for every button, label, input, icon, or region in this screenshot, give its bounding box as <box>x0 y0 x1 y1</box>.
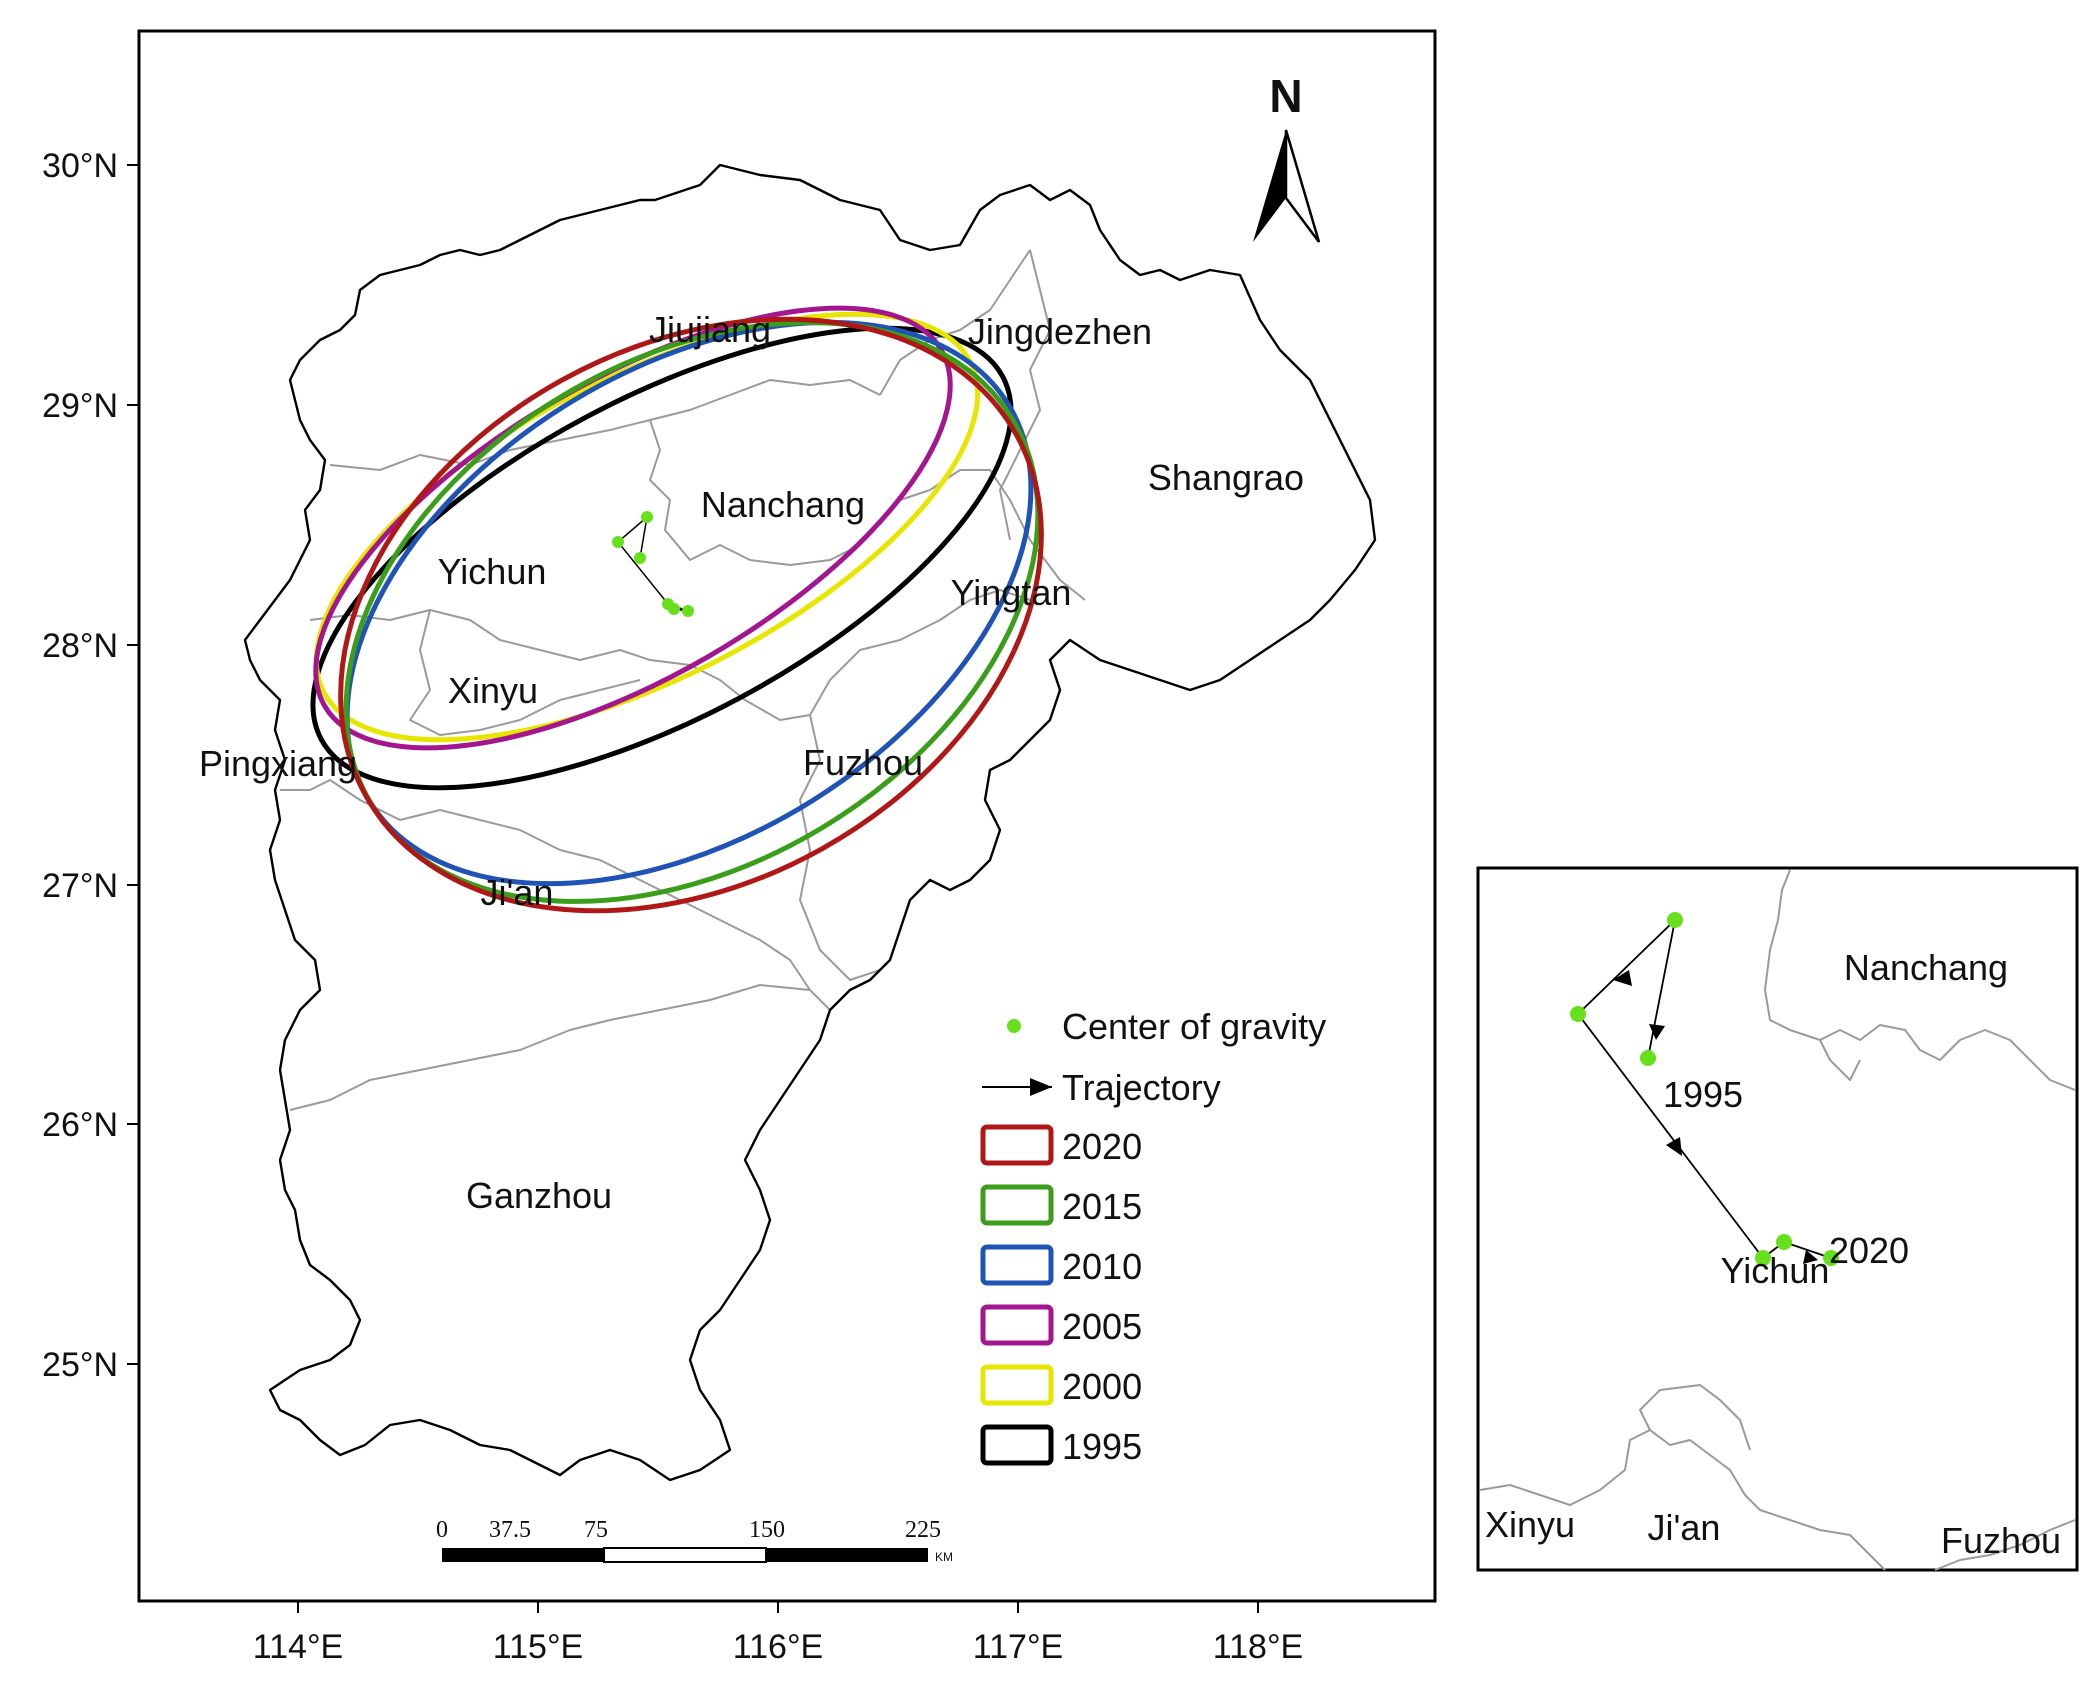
legend-center-marker <box>1007 1019 1021 1033</box>
legend: Center of gravity Trajectory 2020 2015 2… <box>980 1006 1326 1467</box>
north-arrow-right <box>1284 129 1321 243</box>
legend-trajectory-label: Trajectory <box>1062 1067 1221 1108</box>
lat-label-27: 27°N <box>42 867 118 905</box>
longitude-axis: 114°E 115°E 116°E 117°E 118°E <box>253 1601 1303 1666</box>
legend-swatch-2010 <box>980 1244 1054 1286</box>
center-point <box>634 552 646 564</box>
inset-arrow-3 <box>1666 1137 1682 1156</box>
legend-swatch-2015 <box>980 1184 1054 1226</box>
inset-place-label-jian: Ji'an <box>1648 1507 1721 1548</box>
inset-center-point <box>1570 1006 1586 1022</box>
lon-label-115: 115°E <box>493 1628 583 1666</box>
legend-center-label: Center of gravity <box>1062 1006 1326 1047</box>
legend-label-2015: 2015 <box>1062 1186 1142 1227</box>
lat-label-29: 29°N <box>42 387 118 425</box>
latitude-axis: 30°N 29°N 28°N 27°N 26°N 25°N <box>42 147 139 1384</box>
north-arrow-left <box>1253 130 1286 242</box>
inset-center-point <box>1755 1250 1771 1266</box>
legend-swatch-2005 <box>980 1304 1054 1346</box>
inset-trajectory <box>1570 912 1839 1266</box>
lon-label-117: 117°E <box>973 1628 1063 1666</box>
inset-place-label-nanchang: Nanchang <box>1844 947 2008 988</box>
inset-center-point <box>1823 1250 1839 1266</box>
north-arrow: N <box>1253 70 1321 243</box>
legend-swatch-1995 <box>980 1424 1054 1466</box>
scale-tick-225: 225 <box>905 1517 941 1543</box>
inset-place-label-yichun: Yichun <box>1721 1250 1830 1291</box>
center-point <box>668 603 680 615</box>
place-label-jiujiang: Jiujiang <box>649 309 771 350</box>
inset-arrow-1 <box>1649 1024 1665 1040</box>
center-point <box>612 536 624 548</box>
lat-label-30: 30°N <box>42 147 118 185</box>
inset-place-label-xinyu: Xinyu <box>1485 1504 1575 1545</box>
inset-center-point <box>1776 1234 1792 1250</box>
lat-label-25: 25°N <box>42 1346 118 1384</box>
lon-label-116: 116°E <box>733 1628 823 1666</box>
inset-boundaries <box>1479 869 2076 1571</box>
inset-year-label-1995: 1995 <box>1663 1074 1743 1115</box>
legend-label-2000: 2000 <box>1062 1366 1142 1407</box>
legend-label-2020: 2020 <box>1062 1126 1142 1167</box>
legend-label-1995: 1995 <box>1062 1426 1142 1467</box>
place-label-yichun: Yichun <box>438 551 547 592</box>
place-label-pingxiang: Pingxiang <box>199 743 357 784</box>
main-place-labels: Jiujiang Jingdezhen Nanchang Shangrao Yi… <box>199 309 1304 1216</box>
center-point <box>641 511 653 523</box>
place-label-shangrao: Shangrao <box>1148 457 1304 498</box>
place-label-jian: Ji'an <box>481 872 554 913</box>
province-outline <box>243 163 1377 1482</box>
place-label-xinyu: Xinyu <box>448 670 538 711</box>
legend-swatch-2000 <box>980 1364 1054 1406</box>
scale-tick-0: 0 <box>436 1517 448 1543</box>
lon-label-118: 118°E <box>1213 1628 1303 1666</box>
center-point <box>682 605 694 617</box>
scale-bar: 0 37.5 75 150 225 KM <box>436 1517 953 1564</box>
place-label-yingtan: Yingtan <box>951 572 1072 613</box>
main-center-points <box>612 511 694 617</box>
legend-label-2005: 2005 <box>1062 1306 1142 1347</box>
place-label-fuzhou: Fuzhou <box>803 742 923 783</box>
inset-center-point <box>1667 912 1683 928</box>
inset-arrow-2 <box>1613 970 1632 986</box>
legend-label-2010: 2010 <box>1062 1246 1142 1287</box>
inset-map: Nanchang 1995 2020 Yichun Xinyu Ji'an Fu… <box>1476 866 2079 1572</box>
inset-arrow-4 <box>1803 1250 1818 1264</box>
lat-label-26: 26°N <box>42 1106 118 1144</box>
scale-tick-37-5: 37.5 <box>489 1517 531 1543</box>
place-label-jingdezhen: Jingdezhen <box>968 311 1152 352</box>
main-trajectory <box>612 511 694 617</box>
scale-tick-150: 150 <box>749 1517 785 1543</box>
lat-label-28: 28°N <box>42 627 118 665</box>
place-label-ganzhou: Ganzhou <box>466 1175 612 1216</box>
inset-center-point <box>1640 1050 1656 1066</box>
north-label: N <box>1269 70 1302 122</box>
place-label-nanchang: Nanchang <box>701 484 865 525</box>
ellipses <box>310 305 1044 914</box>
scale-unit: KM <box>935 1550 953 1564</box>
inset-frame <box>1476 866 2079 1572</box>
lon-label-114: 114°E <box>253 1628 343 1666</box>
ellipse-1995 <box>310 325 1014 791</box>
ellipse-2020 <box>338 316 1044 914</box>
inset-year-label-2020: 2020 <box>1829 1230 1909 1271</box>
inset-place-label-fuzhou: Fuzhou <box>1941 1520 2061 1561</box>
inset-center-points <box>1570 912 1839 1266</box>
legend-trajectory-arrowhead <box>1030 1078 1052 1096</box>
legend-swatch-2020 <box>980 1124 1054 1166</box>
scale-tick-75: 75 <box>584 1517 608 1543</box>
